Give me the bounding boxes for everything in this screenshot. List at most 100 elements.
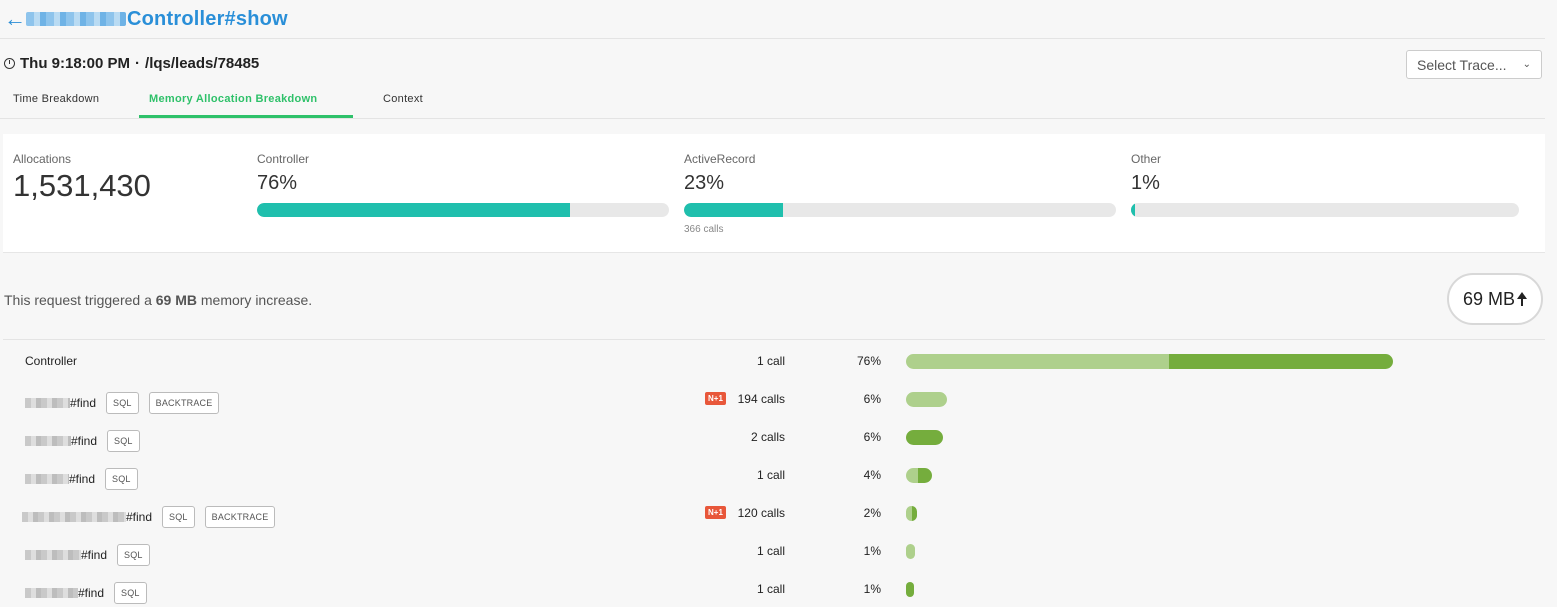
row-allocation-bar — [906, 392, 948, 407]
row-percent: 2% — [863, 506, 881, 520]
backtrace-button[interactable]: BACKTRACE — [204, 506, 276, 528]
row-name: #find SQL BACKTRACE — [25, 392, 220, 414]
row-percent: 1% — [863, 544, 881, 558]
row-percent: 6% — [863, 392, 881, 406]
table-row[interactable]: #find SQL BACKTRACE N+1 120 calls 2% — [0, 493, 1545, 531]
activerecord-progress-fill — [684, 203, 784, 217]
bar-segment-dark — [911, 506, 918, 521]
trace-meta: Thu 9:18:00 PM · /lqs/leads/78485 — [4, 55, 259, 72]
row-label: #find — [126, 510, 153, 524]
bar-segment-light — [906, 506, 912, 521]
activerecord-stat: ActiveRecord 23% — [684, 152, 755, 195]
table-row[interactable]: #find SQL 1 call 4% — [0, 455, 1545, 493]
row-name: Controller — [25, 354, 77, 368]
bar-segment-light — [906, 468, 918, 483]
tab-memory-allocation-breakdown[interactable]: Memory Allocation Breakdown — [149, 93, 318, 105]
row-label: #find — [70, 396, 97, 410]
sql-button[interactable]: SQL — [105, 468, 138, 490]
row-label: Controller — [25, 354, 78, 368]
allocations-label: Allocations — [13, 152, 72, 166]
table-row[interactable]: #find SQL 2 calls 6% — [0, 417, 1545, 455]
chevron-down-icon: ⌄ — [1522, 59, 1531, 70]
bar-segment-light — [906, 544, 916, 559]
row-name: #find SQL — [25, 544, 150, 566]
redacted-model-name — [25, 588, 78, 598]
redacted-model-name — [25, 436, 71, 446]
controller-value: 76% — [257, 172, 298, 194]
row-percent: 6% — [863, 430, 881, 444]
controller-progress-bar — [257, 203, 669, 217]
bar-segment-dark — [906, 582, 915, 597]
redacted-model-name — [25, 550, 81, 560]
allocations-stat: Allocations 1,531,430 — [13, 152, 151, 204]
other-value: 1% — [1131, 172, 1160, 194]
active-tab-indicator — [139, 115, 353, 118]
row-allocation-bar — [906, 430, 943, 445]
redacted-model-name — [25, 398, 70, 408]
bar-segment-light — [906, 392, 948, 407]
allocation-summary: Allocations 1,531,430 Controller 76% Act… — [3, 134, 1545, 253]
row-calls: 1 call — [756, 582, 785, 596]
page-header: ← Controller#show — [0, 0, 1545, 39]
other-label: Other — [1131, 152, 1162, 166]
select-trace-dropdown[interactable]: Select Trace... ⌄ — [1406, 50, 1542, 79]
badge-value: 69 MB — [1462, 288, 1516, 309]
section-divider — [3, 339, 1545, 340]
clock-icon — [4, 58, 15, 69]
row-label: #find — [78, 586, 105, 600]
activerecord-calls: 366 calls — [684, 224, 724, 235]
row-calls: 1 call — [756, 354, 785, 368]
sql-button[interactable]: SQL — [107, 430, 140, 452]
row-percent: 4% — [863, 468, 881, 482]
activerecord-label: ActiveRecord — [684, 152, 756, 166]
row-calls: 1 call — [756, 468, 785, 482]
other-progress-fill — [1131, 203, 1135, 217]
row-calls: 194 calls — [737, 392, 785, 406]
row-label: #find — [69, 472, 96, 486]
n-plus-one-badge: N+1 — [705, 506, 726, 519]
sql-button[interactable]: SQL — [162, 506, 195, 528]
row-label: #find — [81, 548, 108, 562]
bar-segment-dark — [917, 468, 933, 483]
row-calls: 1 call — [756, 544, 785, 558]
tab-bar: Time Breakdown Memory Allocation Breakdo… — [0, 84, 1545, 119]
other-stat: Other 1% — [1131, 152, 1161, 195]
trace-time: Thu 9:18:00 PM — [20, 55, 131, 72]
sql-button[interactable]: SQL — [117, 544, 150, 566]
activerecord-progress-bar — [684, 203, 1116, 217]
back-arrow-icon[interactable]: ← — [4, 6, 26, 31]
tab-time-breakdown[interactable]: Time Breakdown — [13, 93, 100, 105]
trace-path: /lqs/leads/78485 — [145, 55, 260, 72]
row-allocation-bar — [906, 468, 933, 483]
row-name: #find SQL — [25, 430, 140, 452]
allocations-value: 1,531,430 — [13, 168, 151, 203]
row-name: #find SQL — [25, 468, 138, 490]
row-allocation-bar — [906, 354, 1393, 369]
redacted-model-name — [25, 474, 69, 484]
row-percent: 76% — [856, 354, 881, 368]
n-plus-one-badge: N+1 — [705, 392, 726, 405]
note-prefix: This request triggered a — [4, 292, 152, 308]
row-allocation-bar — [906, 544, 916, 559]
redacted-model-name — [22, 512, 126, 522]
bar-segment-light — [906, 354, 1169, 369]
controller-progress-fill — [257, 203, 571, 217]
table-row[interactable]: #find SQL 1 call 1% — [0, 531, 1545, 569]
meta-separator: · — [135, 55, 141, 72]
table-row[interactable]: #find SQL 1 call 1% — [0, 569, 1545, 607]
sql-button[interactable]: SQL — [114, 582, 147, 604]
tab-context[interactable]: Context — [383, 93, 424, 105]
select-trace-label: Select Trace... — [1417, 56, 1507, 73]
backtrace-button[interactable]: BACKTRACE — [148, 392, 220, 414]
memory-increase-note: This request triggered a 69 MB memory in… — [4, 292, 312, 308]
sql-button[interactable]: SQL — [106, 392, 139, 414]
note-suffix: memory increase. — [200, 292, 313, 308]
controller-label: Controller — [257, 152, 310, 166]
row-name: #find SQL — [25, 582, 147, 604]
redacted-endpoint-name — [26, 12, 126, 26]
row-calls: 120 calls — [737, 506, 785, 520]
row-label: #find — [71, 434, 98, 448]
table-row[interactable]: #find SQL BACKTRACE N+1 194 calls 6% — [0, 379, 1545, 417]
other-progress-bar — [1131, 203, 1519, 217]
breakdown-row-controller[interactable]: Controller 1 call 76% — [0, 341, 1545, 379]
